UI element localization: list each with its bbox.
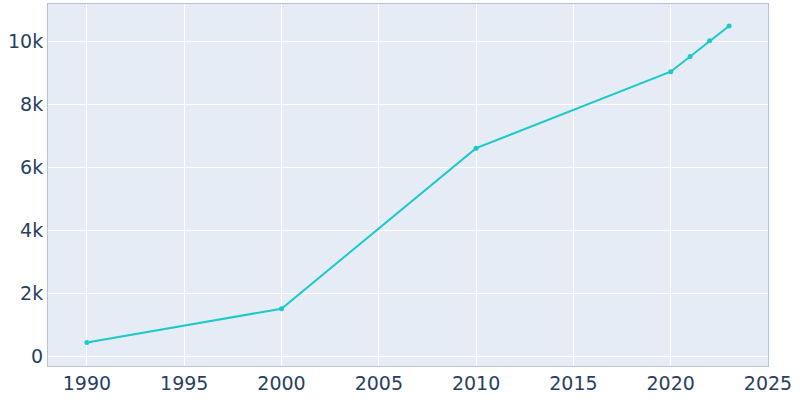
svg-text:0: 0 bbox=[31, 345, 43, 367]
svg-text:10k: 10k bbox=[8, 30, 43, 52]
svg-text:2000: 2000 bbox=[257, 372, 305, 394]
svg-text:2020: 2020 bbox=[647, 372, 695, 394]
svg-text:6k: 6k bbox=[20, 156, 43, 178]
svg-text:2k: 2k bbox=[20, 282, 43, 304]
svg-text:2025: 2025 bbox=[744, 372, 792, 394]
svg-text:2015: 2015 bbox=[549, 372, 597, 394]
svg-text:1990: 1990 bbox=[63, 372, 111, 394]
svg-text:8k: 8k bbox=[20, 93, 43, 115]
svg-text:2005: 2005 bbox=[355, 372, 403, 394]
svg-text:2010: 2010 bbox=[452, 372, 500, 394]
svg-text:4k: 4k bbox=[20, 219, 43, 241]
svg-text:1995: 1995 bbox=[160, 372, 208, 394]
